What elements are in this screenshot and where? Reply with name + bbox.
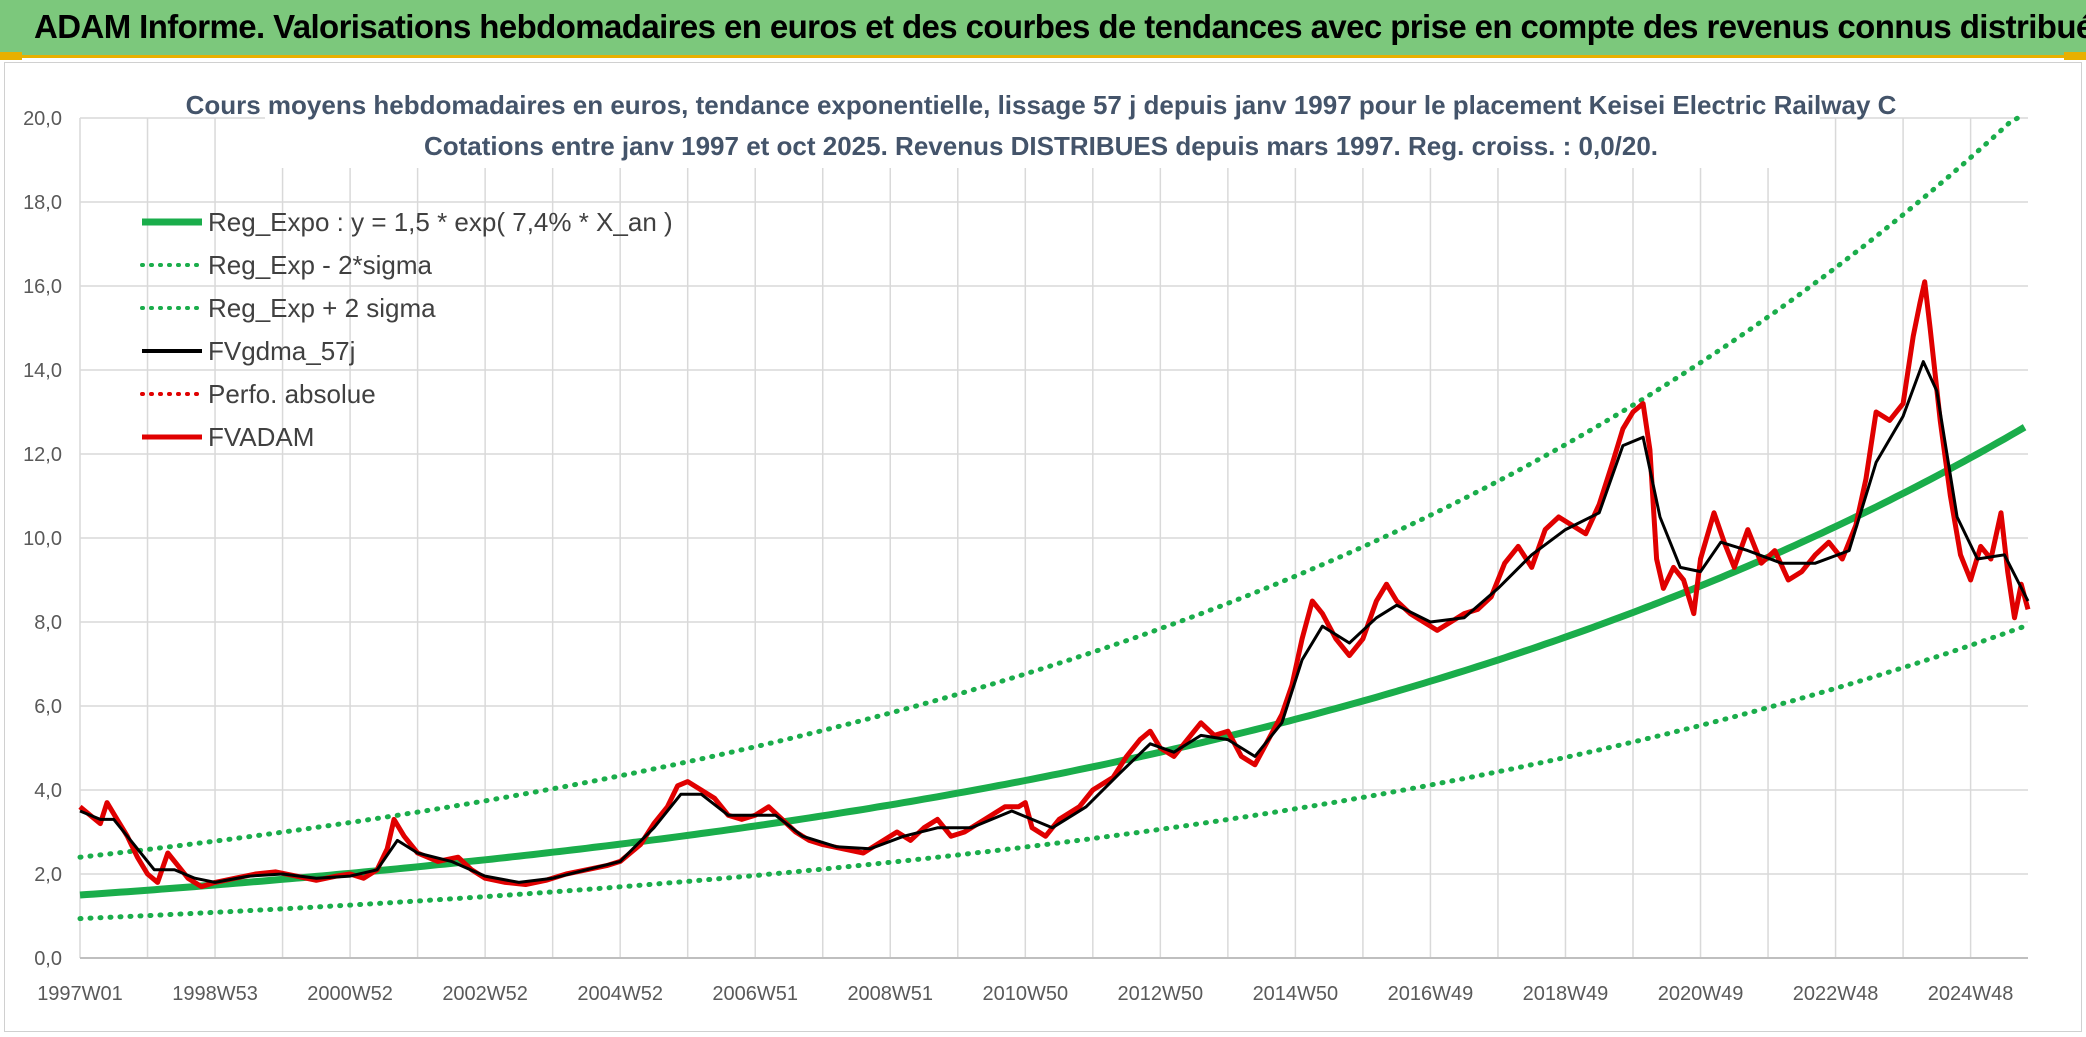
fvadam-line	[78, 279, 2031, 890]
chart-subtitle: Cotations entre janv 1997 et oct 2025. R…	[424, 131, 1658, 161]
reg-expo-line	[79, 424, 2027, 899]
fvgdma-57j-line	[79, 360, 2030, 884]
legend-label: Reg_Exp + 2 sigma	[208, 293, 436, 323]
x-tick-label: 2010W50	[982, 983, 1068, 1005]
x-tick-label: 2012W50	[1118, 983, 1204, 1005]
x-tick-label: 2006W51	[712, 983, 798, 1005]
x-tick-label: 2016W49	[1388, 983, 1474, 1005]
header-accent-right	[2064, 52, 2086, 60]
y-tick-label: 2,0	[34, 864, 62, 886]
x-tick-label: 2000W52	[307, 983, 393, 1005]
x-tick-label: 2024W48	[1928, 983, 2014, 1005]
gridlines	[79, 117, 2028, 959]
x-tick-label: 1997W01	[37, 983, 123, 1005]
x-tick-label: 2022W48	[1793, 983, 1879, 1005]
chart-title: Cours moyens hebdomadaires en euros, ten…	[186, 90, 1897, 120]
legend-label: Reg_Exp - 2*sigma	[208, 250, 433, 280]
y-tick-label: 14,0	[23, 360, 62, 382]
y-tick-label: 0,0	[34, 948, 62, 970]
chart-title-block: Cours moyens hebdomadaires en euros, ten…	[186, 84, 1897, 168]
x-tick-label: 1998W53	[172, 983, 258, 1005]
x-tick-label: 2002W52	[442, 983, 528, 1005]
y-tick-label: 6,0	[34, 696, 62, 718]
reg-exp-plus-2sigma-line	[77, 115, 2028, 860]
chart-frame	[4, 62, 2082, 1032]
x-tick-label: 2018W49	[1523, 983, 1609, 1005]
report-header-banner: ADAM Informe. Valorisations hebdomadaire…	[0, 0, 2086, 58]
report-title: ADAM Informe. Valorisations hebdomadaire…	[34, 8, 2086, 45]
legend-label: Reg_Expo : y = 1,5 * exp( 7,4% * X_an )	[208, 207, 673, 237]
plot-area	[77, 115, 2031, 922]
y-axis-ticks: 0,0 2,0 4,0 6,0 8,0 10,0 12,0 14,0 16,0 18,0 20,0	[23, 108, 62, 970]
header-accent-left	[0, 52, 22, 60]
x-tick-label: 2008W51	[847, 983, 933, 1005]
y-tick-label: 10,0	[23, 528, 62, 550]
x-axis-ticks: 1997W01 1998W53 2000W52 2002W52 2004W52 2006W…	[37, 983, 2013, 1005]
x-tick-label: 2004W52	[577, 983, 663, 1005]
title-background	[265, 84, 1820, 168]
y-tick-label: 20,0	[23, 108, 62, 130]
legend-label: FVgdma_57j	[208, 336, 355, 366]
y-tick-label: 18,0	[23, 192, 62, 214]
y-tick-label: 12,0	[23, 444, 62, 466]
y-tick-label: 4,0	[34, 780, 62, 802]
legend-label: Perfo. absolue	[208, 379, 376, 409]
legend: Reg_Expo : y = 1,5 * exp( 7,4% * X_an ) R…	[140, 207, 673, 452]
legend-label: FVADAM	[208, 422, 314, 452]
y-tick-label: 8,0	[34, 612, 62, 634]
x-tick-label: 2014W50	[1253, 983, 1339, 1005]
x-tick-label: 2020W49	[1658, 983, 1744, 1005]
y-tick-label: 16,0	[23, 276, 62, 298]
